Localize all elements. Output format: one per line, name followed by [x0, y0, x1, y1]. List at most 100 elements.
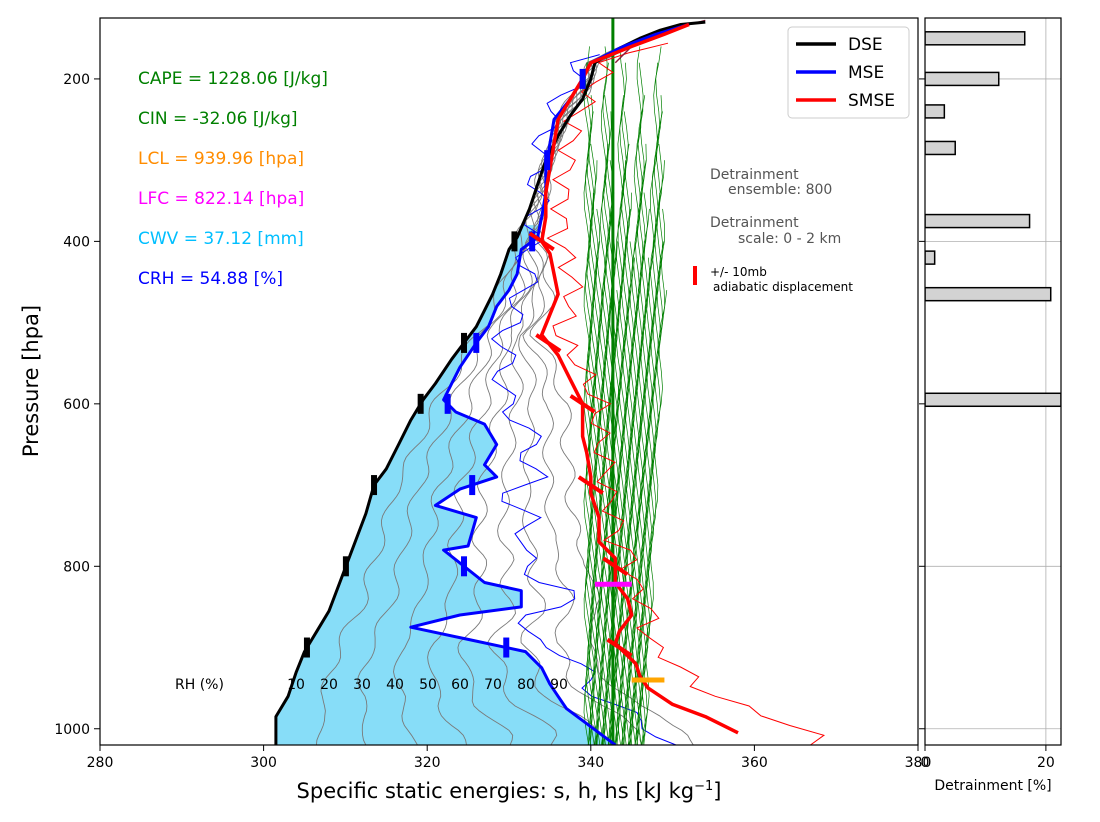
smse-displacement-marker [569, 394, 596, 414]
detrainment-scale-line1: Detrainment [710, 215, 799, 231]
x-tick-label: 320 [414, 755, 441, 771]
dse-displacement-marker [511, 231, 518, 252]
stats-block: CAPE = 1228.06 [J/kg] CIN = -32.06 [J/kg]… [138, 69, 328, 289]
dse-displacement-marker [342, 556, 349, 577]
rh-value: 10 [287, 677, 305, 693]
x-tick-label: 360 [741, 755, 768, 771]
stat-line: CAPE = 1228.06 [J/kg] [138, 69, 328, 89]
smse-displacement-marker [528, 231, 555, 252]
parcel-line [600, 160, 615, 745]
displacement-markers [303, 68, 665, 683]
side-x-tick-label: 20 [1037, 755, 1055, 771]
side-grid [925, 18, 1061, 745]
rh-value: 80 [517, 677, 535, 693]
side-frame [924, 17, 1062, 746]
thin-smse-line [546, 42, 826, 745]
dse-displacement-marker [371, 475, 378, 496]
rh-value: 50 [419, 677, 437, 693]
y-tick-label: 800 [63, 559, 90, 575]
plot-frame [99, 17, 919, 746]
rh-value: 90 [550, 677, 568, 693]
parcel-line [618, 290, 635, 745]
x-axis-label: Specific static energies: s, h, hs [kJ k… [297, 779, 722, 803]
mse-displacement-marker [579, 68, 586, 89]
x-axis-label-end: ] [713, 779, 721, 803]
smse-displacement-marker [602, 556, 629, 576]
mse-displacement-marker [529, 231, 536, 252]
detrainment-bar [925, 213, 1031, 229]
detrainment-ensemble-line2: ensemble: 800 [728, 182, 832, 198]
smse-displacement-marker [606, 637, 633, 658]
x-tick-label: 340 [577, 755, 604, 771]
stat-line: LCL = 939.96 [hpa] [138, 149, 304, 169]
mse-displacement-marker [503, 637, 510, 658]
cwv-fill-area [275, 225, 616, 745]
y-tick-label: 200 [63, 72, 90, 88]
x-axis-label-main: Specific static energies: s, h, hs [kJ k… [297, 779, 695, 803]
dark-red-line [614, 19, 706, 64]
detrainment-bar [925, 286, 1052, 302]
detrainment-bar [925, 104, 946, 119]
series-line-dse [274, 20, 706, 745]
rh-value: 30 [353, 677, 371, 693]
y-tick-label: 400 [63, 234, 90, 250]
parcel-line [615, 241, 634, 745]
dse-displacement-marker [417, 393, 424, 414]
detrainment-bars [925, 31, 1061, 408]
rh-label: RH (%) [175, 677, 224, 693]
parcel-line [622, 111, 645, 745]
detrainment-bar [925, 31, 1026, 46]
rh-value: 20 [320, 677, 338, 693]
rh-value: 70 [484, 677, 502, 693]
smse-displacement-marker [535, 333, 562, 353]
parcel-line [596, 62, 609, 745]
legend-label: SMSE [848, 91, 895, 111]
cwv-fill [275, 225, 616, 745]
legend-box [787, 26, 910, 119]
mse-displacement-marker [461, 556, 468, 577]
side-x-tick-label: 0 [921, 755, 930, 771]
parcel-line [641, 290, 668, 745]
detrainment-bar [925, 71, 1000, 87]
side-x-axis-label: Detrainment [%] [934, 778, 1051, 794]
x-tick-label: 300 [250, 755, 277, 771]
parcel-line [587, 143, 596, 745]
x-tick-label: 280 [87, 755, 114, 771]
mse-displacement-marker [544, 150, 551, 171]
parcel-ensemble-lines [546, 18, 826, 745]
parcel-line [625, 160, 647, 745]
detrainment-scale-line2: scale: 0 - 2 km [738, 231, 841, 247]
parcel-line [627, 192, 648, 745]
parcel-line [623, 143, 647, 745]
side-axis-ticks: 0 20 [919, 78, 1055, 771]
rh-value: 40 [386, 677, 404, 693]
y-axis-label: Pressure [hpa] [19, 305, 43, 457]
parcel-line [614, 192, 632, 745]
displacement-line2: adiabatic displacement [713, 280, 853, 294]
legend-label: MSE [848, 63, 884, 83]
stat-line: CWV = 37.12 [mm] [138, 229, 304, 249]
detrainment-bar [925, 140, 956, 156]
detrainment-ensemble-line1: Detrainment [710, 167, 799, 183]
legend-label: DSE [848, 35, 883, 55]
x-axis-label-sup: −1 [694, 779, 713, 794]
rh-value: 60 [451, 677, 469, 693]
dse-displacement-marker [461, 332, 468, 353]
y-tick-label: 1000 [54, 722, 90, 738]
series-line-smse [539, 22, 739, 735]
mse-displacement-marker [469, 475, 476, 496]
legend: DSE MSE SMSE [787, 26, 910, 119]
parcel-line [636, 160, 665, 745]
parcel-line [634, 143, 663, 745]
stat-line: CRH = 54.88 [%] [138, 269, 283, 289]
stat-line: LFC = 822.14 [hpa] [138, 189, 304, 209]
smse-displacement-marker [577, 475, 604, 495]
stat-line: CIN = -32.06 [J/kg] [138, 109, 298, 129]
x-tick-label: 380 [905, 755, 932, 771]
displacement-legend-marker [693, 266, 697, 285]
mse-displacement-marker [444, 393, 451, 414]
mse-displacement-marker [473, 332, 480, 353]
displacement-line1: +/- 10mb [710, 265, 767, 279]
